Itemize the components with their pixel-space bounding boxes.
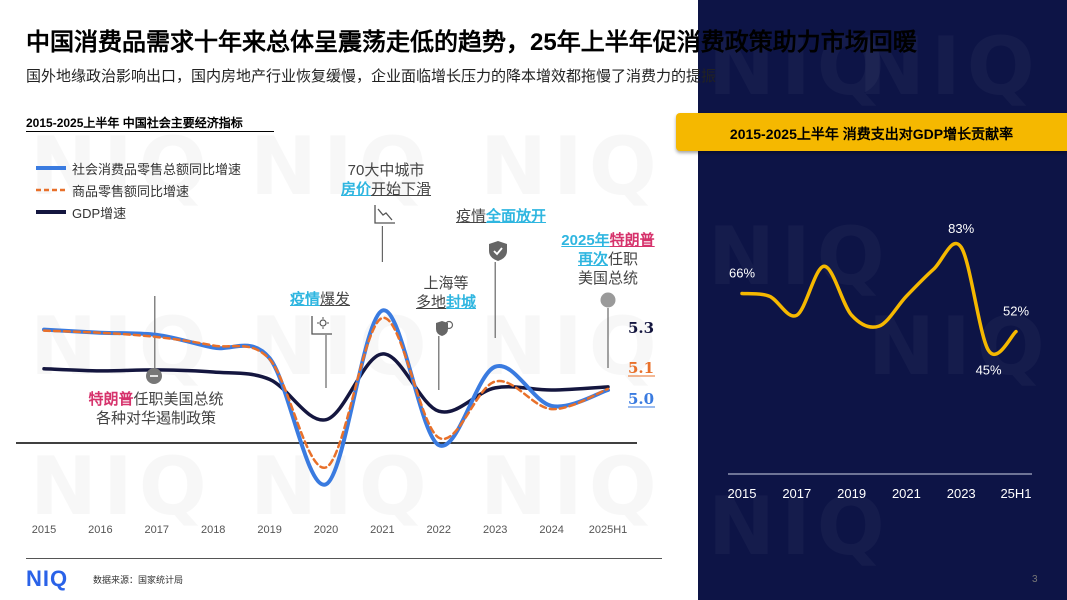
annotation-highlight: 2025年 <box>561 232 610 249</box>
annotation-text: 美国总统 <box>577 270 638 287</box>
x-tick-label: 25H1 <box>1000 486 1031 501</box>
virus-outbreak-icon <box>311 316 332 335</box>
right-panel: NIQ NIQ NIQ NIQ NIQ <box>698 0 1067 600</box>
annotation-highlight: 特朗普 <box>609 232 655 249</box>
legend-label: 商品零售额同比增速 <box>72 183 190 199</box>
x-tick-label: 2022 <box>427 524 451 536</box>
data-label: 83% <box>948 221 974 236</box>
annotation-housing-prices: 70大中城市 房价开始下滑 <box>336 161 436 199</box>
legend-swatch-dashed-orange <box>36 188 66 192</box>
x-tick-label: 2021 <box>370 524 394 536</box>
series-end-label: 5.0 <box>628 390 654 408</box>
x-tick-label: 2015 <box>728 486 757 501</box>
data-label: 52% <box>1003 304 1029 319</box>
x-tick-label: 2021 <box>892 486 921 501</box>
annotation-trump-second-term: 2025年特朗普 再次任职 美国总统 <box>548 231 668 288</box>
niq-logo: NIQ <box>26 566 69 591</box>
minus-circle-icon <box>146 368 162 384</box>
lockdown-virus-icon <box>436 320 454 336</box>
annotation-highlight: 疫情 <box>289 291 320 308</box>
footer-divider <box>26 558 662 559</box>
x-tick-label: 2024 <box>539 524 563 536</box>
legend-swatch-solid-blue <box>36 166 66 170</box>
annotation-text: 任职 <box>608 251 639 268</box>
annotation-text: 爆发 <box>320 291 351 308</box>
page-number: 3 <box>1032 574 1038 585</box>
x-tick-label: 2019 <box>257 524 281 536</box>
annotation-dot-marker <box>600 292 616 308</box>
left-chart-title-underline <box>26 131 274 132</box>
series-line-consumption-contribution <box>740 242 1018 356</box>
annotation-text: 多地 <box>415 294 446 311</box>
left-chart-title: 2015-2025上半年 中国社会主要经济指标 <box>26 116 243 130</box>
annotation-highlight: 全面放开 <box>486 208 547 225</box>
right-chart-title: 2015-2025上半年 消费支出对GDP增长贡献率 <box>729 126 1014 142</box>
page-subtitle: 国外地缘政治影响出口，国内房地产行业恢复缓慢，企业面临增长压力的降本增效都拖慢了… <box>26 68 717 85</box>
left-chart-legend: 社会消费品零售总额同比增速 商品零售额同比增速 GDP增速 <box>36 157 241 223</box>
annotation-text: 70大中城市 <box>347 162 425 179</box>
annotation-highlight: 再次 <box>577 251 608 268</box>
data-source: 数据来源：国家统计局 <box>93 575 184 585</box>
annotation-highlight: 特朗普 <box>88 391 134 408</box>
annotation-text: 各种对华遏制政策 <box>95 410 216 427</box>
right-chart-banner: 2015-2025上半年 消费支出对GDP增长贡献率 <box>676 113 1067 151</box>
data-label: 66% <box>729 265 755 280</box>
annotation-trump-first-term: 特朗普任职美国总统 各种对华遏制政策 <box>86 390 226 428</box>
shield-check-icon <box>489 241 507 261</box>
series-end-label: 5.1 <box>628 359 654 377</box>
legend-item-gdp: GDP增速 <box>36 201 241 223</box>
annotation-text: 疫情 <box>455 208 486 225</box>
x-tick-label: 2016 <box>88 524 112 536</box>
series-line-gdp <box>42 352 610 422</box>
x-tick-label: 2018 <box>201 524 225 536</box>
x-tick-label: 2017 <box>782 486 811 501</box>
annotation-text: 开始下滑 <box>371 181 432 198</box>
annotation-text: 任职美国总统 <box>133 391 224 408</box>
legend-label: 社会消费品零售总额同比增速 <box>72 161 242 177</box>
series-line-goods <box>42 316 610 469</box>
annotation-covid-outbreak: 疫情爆发 <box>282 290 358 309</box>
x-tick-label: 2015 <box>32 524 56 536</box>
left-line-chart: 2015 2016 2017 2018 2019 2020 2021 2022 2023 2024… <box>16 226 655 536</box>
x-tick-label: 2023 <box>483 524 507 536</box>
annotation-highlight: 封城 <box>446 294 477 311</box>
annotation-shanghai-lockdown: 上海等 多地封城 <box>406 274 486 312</box>
legend-label: GDP增速 <box>72 205 127 221</box>
series-end-label: 5.3 <box>628 319 654 337</box>
annotation-highlight: 房价 <box>340 181 371 198</box>
annotation-text: 上海等 <box>423 275 469 292</box>
page-title: 中国消费品需求十年来总体呈震荡走低的趋势，25年上半年促消费政策助力市场回暖 <box>26 29 917 56</box>
x-tick-label: 2025H1 <box>589 524 628 536</box>
series-line-retail <box>42 308 610 487</box>
right-line-chart: 2015 2017 2019 2021 2023 25H1 66% 83% 45% 52% <box>728 221 1032 501</box>
legend-item-goods: 商品零售额同比增速 <box>36 179 241 201</box>
x-tick-label: 2023 <box>947 486 976 501</box>
trending-down-icon <box>374 205 395 224</box>
annotation-covid-reopening: 疫情全面放开 <box>448 207 554 226</box>
legend-item-retail: 社会消费品零售总额同比增速 <box>36 157 241 179</box>
data-label: 45% <box>976 363 1002 378</box>
x-tick-label: 2019 <box>837 486 866 501</box>
x-tick-label: 2017 <box>145 524 169 536</box>
legend-swatch-solid-navy <box>36 210 66 214</box>
x-tick-label: 2020 <box>314 524 338 536</box>
